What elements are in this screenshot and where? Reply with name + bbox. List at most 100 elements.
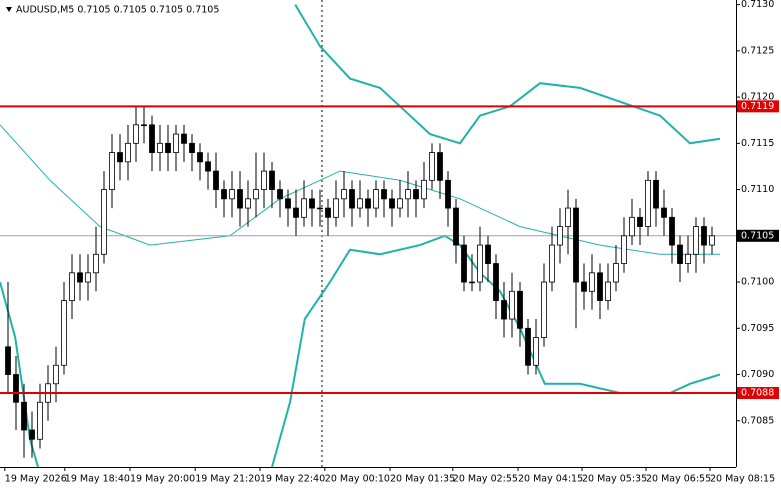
candle-body xyxy=(317,207,323,210)
candle-body xyxy=(5,346,11,375)
candle-body xyxy=(501,300,507,320)
candle-body xyxy=(149,124,155,153)
candle-body xyxy=(29,429,35,440)
y-tick-label: 0.7115 xyxy=(741,138,774,149)
candle-body xyxy=(453,207,459,246)
y-tick-label: 0.7100 xyxy=(741,277,774,288)
candle-body xyxy=(21,401,27,431)
y-tick-label: 0.7085 xyxy=(741,415,774,426)
candle-body xyxy=(141,124,147,127)
current-price-box xyxy=(737,229,779,242)
header-arrow xyxy=(6,7,12,12)
candle-body xyxy=(661,207,667,218)
candle-body xyxy=(653,179,659,209)
x-tick-label: 19 May 21:20 xyxy=(195,474,260,485)
candle-body xyxy=(445,179,451,209)
y-tick-label: 0.7110 xyxy=(741,184,774,195)
candle-body xyxy=(85,272,91,283)
candle-body xyxy=(349,189,355,209)
candle-body xyxy=(541,281,547,338)
candle-body xyxy=(629,216,635,237)
candle-body xyxy=(365,198,371,209)
candle-body xyxy=(573,207,579,283)
candle-body xyxy=(557,226,563,246)
candle-body xyxy=(77,272,83,283)
candle-body xyxy=(581,281,587,292)
candle-body xyxy=(181,133,187,144)
level-label-box xyxy=(737,387,779,400)
y-tick-label: 0.7130 xyxy=(741,0,774,10)
current-price-label: 0.7105 xyxy=(741,230,774,241)
candle-body xyxy=(357,198,363,209)
candle-body xyxy=(605,281,611,301)
x-tick-label: 20 May 08:15 xyxy=(710,474,775,485)
candle-body xyxy=(213,170,219,190)
x-tick-label: 20 May 02:55 xyxy=(453,474,518,485)
candle-body xyxy=(93,253,99,274)
candle-body xyxy=(485,244,491,264)
candle-body xyxy=(389,198,395,209)
candle-body xyxy=(669,216,675,246)
candle-body xyxy=(589,272,595,292)
candle-body xyxy=(173,133,179,153)
candle-body xyxy=(429,152,435,181)
candle-body xyxy=(37,401,43,440)
candle-body xyxy=(261,170,267,190)
level-label-box xyxy=(737,100,779,113)
candle-body xyxy=(197,152,203,163)
bollinger-band xyxy=(0,124,720,255)
candle-body xyxy=(245,198,251,209)
candle-body xyxy=(237,189,243,209)
candle-body xyxy=(61,300,67,366)
candle-body xyxy=(437,152,443,181)
candle-body xyxy=(269,170,275,190)
bollinger-band xyxy=(294,4,721,145)
candle-body xyxy=(229,189,235,200)
candle-body xyxy=(53,364,59,385)
candle-body xyxy=(613,263,619,283)
candle-body xyxy=(517,290,523,329)
candle-body xyxy=(373,189,379,209)
candle-body xyxy=(205,161,211,172)
candle-body xyxy=(413,189,419,200)
candle-body xyxy=(565,207,571,227)
candle-body xyxy=(117,152,123,163)
candle-body xyxy=(405,189,411,200)
candle-body xyxy=(693,226,699,255)
candle-body xyxy=(509,290,515,320)
candle-body xyxy=(285,198,291,209)
y-tick-label: 0.7125 xyxy=(741,45,774,56)
candle-body xyxy=(477,244,483,283)
level-label: 0.7119 xyxy=(741,101,774,112)
candle-body xyxy=(277,189,283,200)
plot-area xyxy=(0,4,736,467)
x-tick-label: 19 May 18:40 xyxy=(65,474,130,485)
candle-body xyxy=(525,327,531,366)
candle-body xyxy=(333,198,339,218)
candle-body xyxy=(125,142,131,163)
candle-body xyxy=(69,272,75,301)
x-tick-label: 19 May 20:00 xyxy=(130,474,195,485)
candle-body xyxy=(421,179,427,200)
candle-body xyxy=(133,124,139,144)
level-label: 0.7088 xyxy=(741,388,774,399)
candle-body xyxy=(597,272,603,301)
candle-body xyxy=(549,244,555,283)
candle-body xyxy=(637,216,643,227)
candle-body xyxy=(293,207,299,218)
y-tick-label: 0.7095 xyxy=(741,323,774,334)
x-tick-label: 20 May 01:35 xyxy=(390,474,455,485)
x-tick-label: 19 May 22:40 xyxy=(260,474,325,485)
candle-body xyxy=(325,207,331,218)
candle-body xyxy=(165,142,171,153)
chart-title: AUDUSD,M5 0.7105 0.7105 0.7105 0.7105 xyxy=(16,5,219,16)
candle-body xyxy=(397,198,403,209)
x-tick-label: 20 May 05:35 xyxy=(582,474,647,485)
candle-body xyxy=(621,235,627,264)
candle-body xyxy=(677,244,683,264)
candle-body xyxy=(13,374,19,403)
x-tick-label: 19 May 2026 xyxy=(5,474,67,485)
